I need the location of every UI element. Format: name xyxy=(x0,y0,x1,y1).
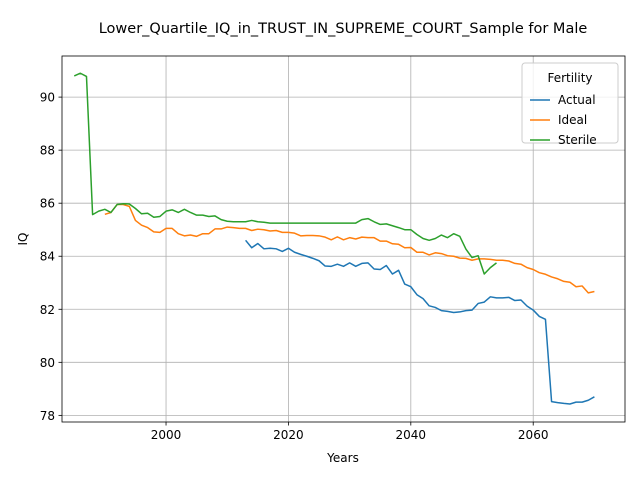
y-axis-ticks: 78 80 82 84 86 88 90 xyxy=(40,91,62,423)
x-tick-label: 2020 xyxy=(273,428,304,442)
series-line-ideal xyxy=(104,203,595,294)
y-tick-label: 80 xyxy=(40,356,55,370)
y-tick-label: 78 xyxy=(40,409,55,423)
y-tick-label: 88 xyxy=(40,144,55,158)
series-line-actual xyxy=(245,239,595,405)
series-lines xyxy=(73,72,595,405)
legend-title: Fertility xyxy=(547,71,592,85)
legend-label-actual: Actual xyxy=(558,93,596,107)
y-tick-label: 82 xyxy=(40,303,55,317)
y-tick-label: 90 xyxy=(40,91,55,105)
legend-box xyxy=(521,62,619,144)
x-axis-label: Years xyxy=(326,451,359,465)
x-tick-label: 2000 xyxy=(151,428,182,442)
y-tick-label: 86 xyxy=(40,197,55,211)
series-line-sterile xyxy=(73,72,497,275)
y-axis-label: IQ xyxy=(16,233,30,246)
legend: Fertility Actual Ideal Sterile xyxy=(521,62,619,147)
x-axis-ticks: 2000 2020 2040 2060 xyxy=(151,422,549,442)
chart-title: Lower_Quartile_IQ_in_TRUST_IN_SUPREME_CO… xyxy=(99,21,588,37)
plot-area-frame xyxy=(61,55,626,423)
y-tick-label: 84 xyxy=(40,250,55,264)
legend-label-sterile: Sterile xyxy=(558,133,597,147)
legend-label-ideal: Ideal xyxy=(558,113,587,127)
x-tick-label: 2060 xyxy=(518,428,549,442)
x-tick-label: 2040 xyxy=(396,428,427,442)
